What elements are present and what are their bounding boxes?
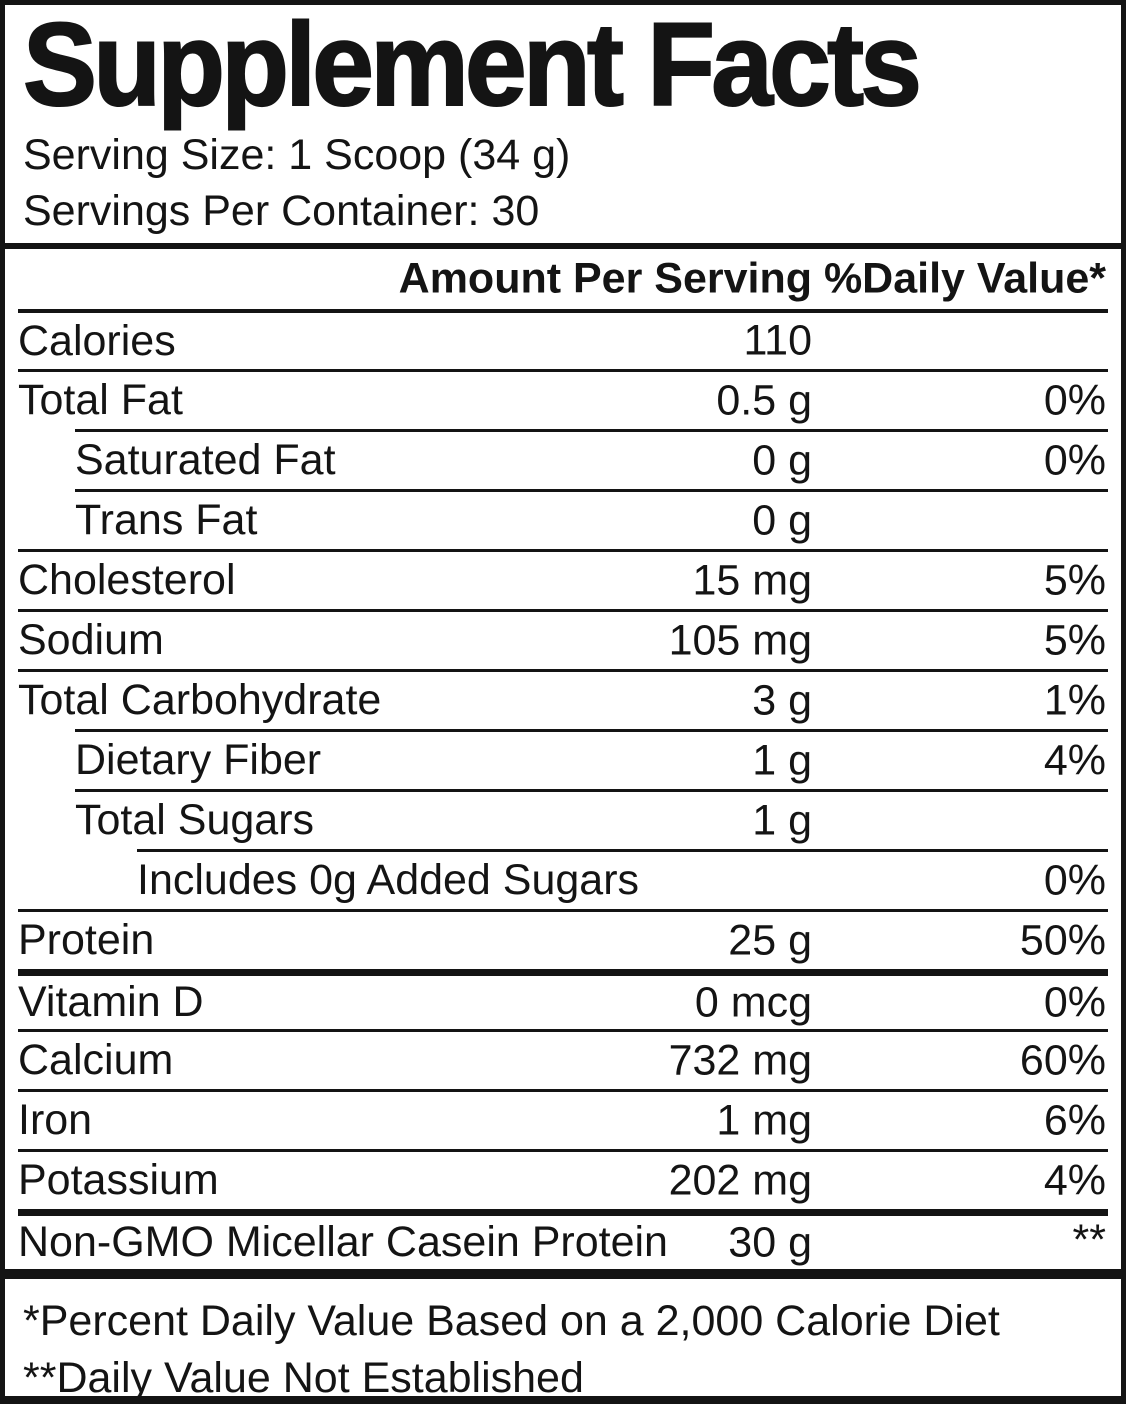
nutrient-row: Trans Fat 0 g [75, 489, 1108, 549]
nutrient-amount: 105 mg [668, 616, 812, 664]
nutrient-amount: 15 mg [692, 556, 812, 604]
nutrient-name: Calcium [18, 1036, 174, 1084]
nutrient-row: Calcium 732 mg 60% [18, 1029, 1108, 1089]
footnotes: *Percent Daily Value Based on a 2,000 Ca… [5, 1279, 1121, 1402]
nutrient-name: Non-GMO Micellar Casein Protein [18, 1218, 668, 1266]
nutrient-daily-value: 5% [1043, 616, 1106, 664]
nutrient-row: Saturated Fat 0 g 0% [75, 429, 1108, 489]
table-header: Amount Per Serving %Daily Value* [18, 249, 1108, 309]
nutrient-daily-value: 0% [1043, 436, 1106, 484]
nutrient-row: Calories 110 [18, 309, 1108, 369]
nutrient-name: Total Sugars [75, 796, 315, 844]
nutrient-amount: 0 mcg [694, 978, 812, 1026]
serving-info: Serving Size: 1 Scoop (34 g) Servings Pe… [23, 127, 1101, 239]
nutrient-amount: 1 g [752, 736, 812, 784]
nutrient-daily-value: ** [1072, 1216, 1106, 1264]
nutrient-daily-value: 50% [1019, 916, 1106, 964]
nutrient-amount: 0 g [752, 436, 812, 484]
nutrient-amount: 3 g [752, 676, 812, 724]
nutrient-name: Potassium [18, 1156, 219, 1204]
footnote-not-established: **Daily Value Not Established [23, 1354, 584, 1402]
footnote-daily-value: *Percent Daily Value Based on a 2,000 Ca… [23, 1297, 1000, 1345]
nutrient-daily-value: 6% [1043, 1096, 1106, 1144]
nutrient-daily-value: 0% [1043, 376, 1106, 424]
top-rule [5, 243, 1121, 249]
bottom-rule [5, 1269, 1121, 1279]
nutrient-name: Sodium [18, 616, 164, 664]
nutrient-amount: 1 g [752, 796, 812, 844]
nutrient-amount: 1 mg [716, 1096, 812, 1144]
facts-table: Amount Per Serving %Daily Value* Calorie… [5, 249, 1121, 1269]
nutrient-row: Cholesterol 15 mg 5% [18, 549, 1108, 609]
nutrient-row: Total Fat 0.5 g 0% [18, 369, 1108, 429]
nutrient-row: Vitamin D 0 mcg 0% [18, 969, 1108, 1029]
serving-size: Serving Size: 1 Scoop (34 g) [23, 131, 571, 179]
nutrient-name: Trans Fat [75, 496, 258, 544]
daily-value-column-header: %Daily Value* [823, 254, 1106, 303]
amount-column-header: Amount Per Serving [398, 254, 812, 303]
nutrient-name: Calories [18, 316, 176, 365]
nutrient-daily-value: 1% [1043, 676, 1106, 724]
facts-rows: Calories 110 Total Fat 0.5 g 0% Saturated Fat… [18, 309, 1108, 1269]
nutrient-row: Iron 1 mg 6% [18, 1089, 1108, 1149]
nutrient-name: Vitamin D [18, 978, 204, 1026]
nutrient-daily-value: 4% [1043, 1156, 1106, 1204]
label-header: Supplement Facts Serving Size: 1 Scoop (… [5, 5, 1121, 239]
nutrient-row: Dietary Fiber 1 g 4% [75, 729, 1108, 789]
nutrient-amount: 30 g [728, 1218, 812, 1266]
nutrient-row: Includes 0g Added Sugars 0% [137, 849, 1108, 909]
nutrient-row: Total Carbohydrate 3 g 1% [18, 669, 1108, 729]
nutrient-name: Total Fat [18, 376, 183, 424]
nutrient-amount: 0.5 g [716, 376, 812, 424]
nutrient-name: Protein [18, 916, 155, 964]
nutrient-amount: 732 mg [668, 1036, 812, 1084]
facts-title: Supplement Facts [22, 0, 923, 131]
nutrient-amount: 202 mg [668, 1156, 812, 1204]
nutrient-name: Total Carbohydrate [18, 676, 382, 724]
nutrient-daily-value: 0% [1043, 978, 1106, 1026]
nutrient-name: Saturated Fat [75, 436, 336, 484]
nutrient-row: Total Sugars 1 g [75, 789, 1108, 849]
nutrient-row: Non-GMO Micellar Casein Protein 30 g ** [18, 1209, 1108, 1269]
servings-per-container: Servings Per Container: 30 [23, 187, 540, 235]
nutrient-name: Cholesterol [18, 556, 236, 604]
nutrient-row: Protein 25 g 50% [18, 909, 1108, 969]
nutrient-amount: 0 g [752, 496, 812, 544]
nutrient-daily-value: 0% [1043, 856, 1106, 904]
nutrient-amount: 110 [743, 316, 812, 365]
nutrient-amount: 25 g [728, 916, 812, 964]
nutrient-name: Includes 0g Added Sugars [137, 856, 640, 904]
nutrient-daily-value: 60% [1019, 1036, 1106, 1084]
nutrient-row: Potassium 202 mg 4% [18, 1149, 1108, 1209]
nutrient-name: Dietary Fiber [75, 736, 322, 784]
nutrient-name: Iron [18, 1096, 93, 1144]
nutrient-row: Sodium 105 mg 5% [18, 609, 1108, 669]
nutrient-daily-value: 4% [1043, 736, 1106, 784]
nutrient-daily-value: 5% [1043, 556, 1106, 604]
